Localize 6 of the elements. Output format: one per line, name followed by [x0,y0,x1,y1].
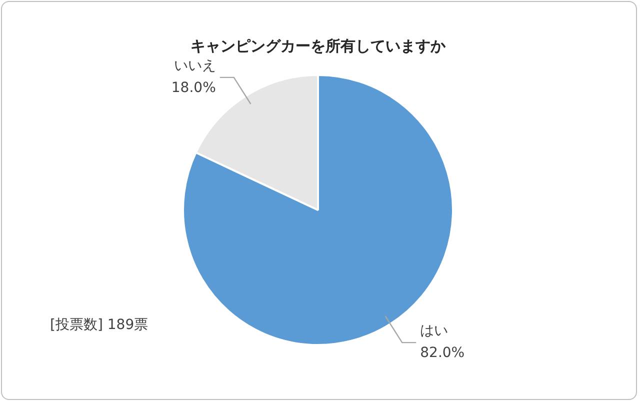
text: [投票数] 189票 [50,316,148,334]
data-label: 82.0% [420,345,465,362]
slice-label: いいえ [174,58,216,74]
slice-label: はい [420,323,448,340]
data-label: 18.0% [171,80,216,96]
chart-title: キャンピングカーを所有していますか [190,36,446,55]
